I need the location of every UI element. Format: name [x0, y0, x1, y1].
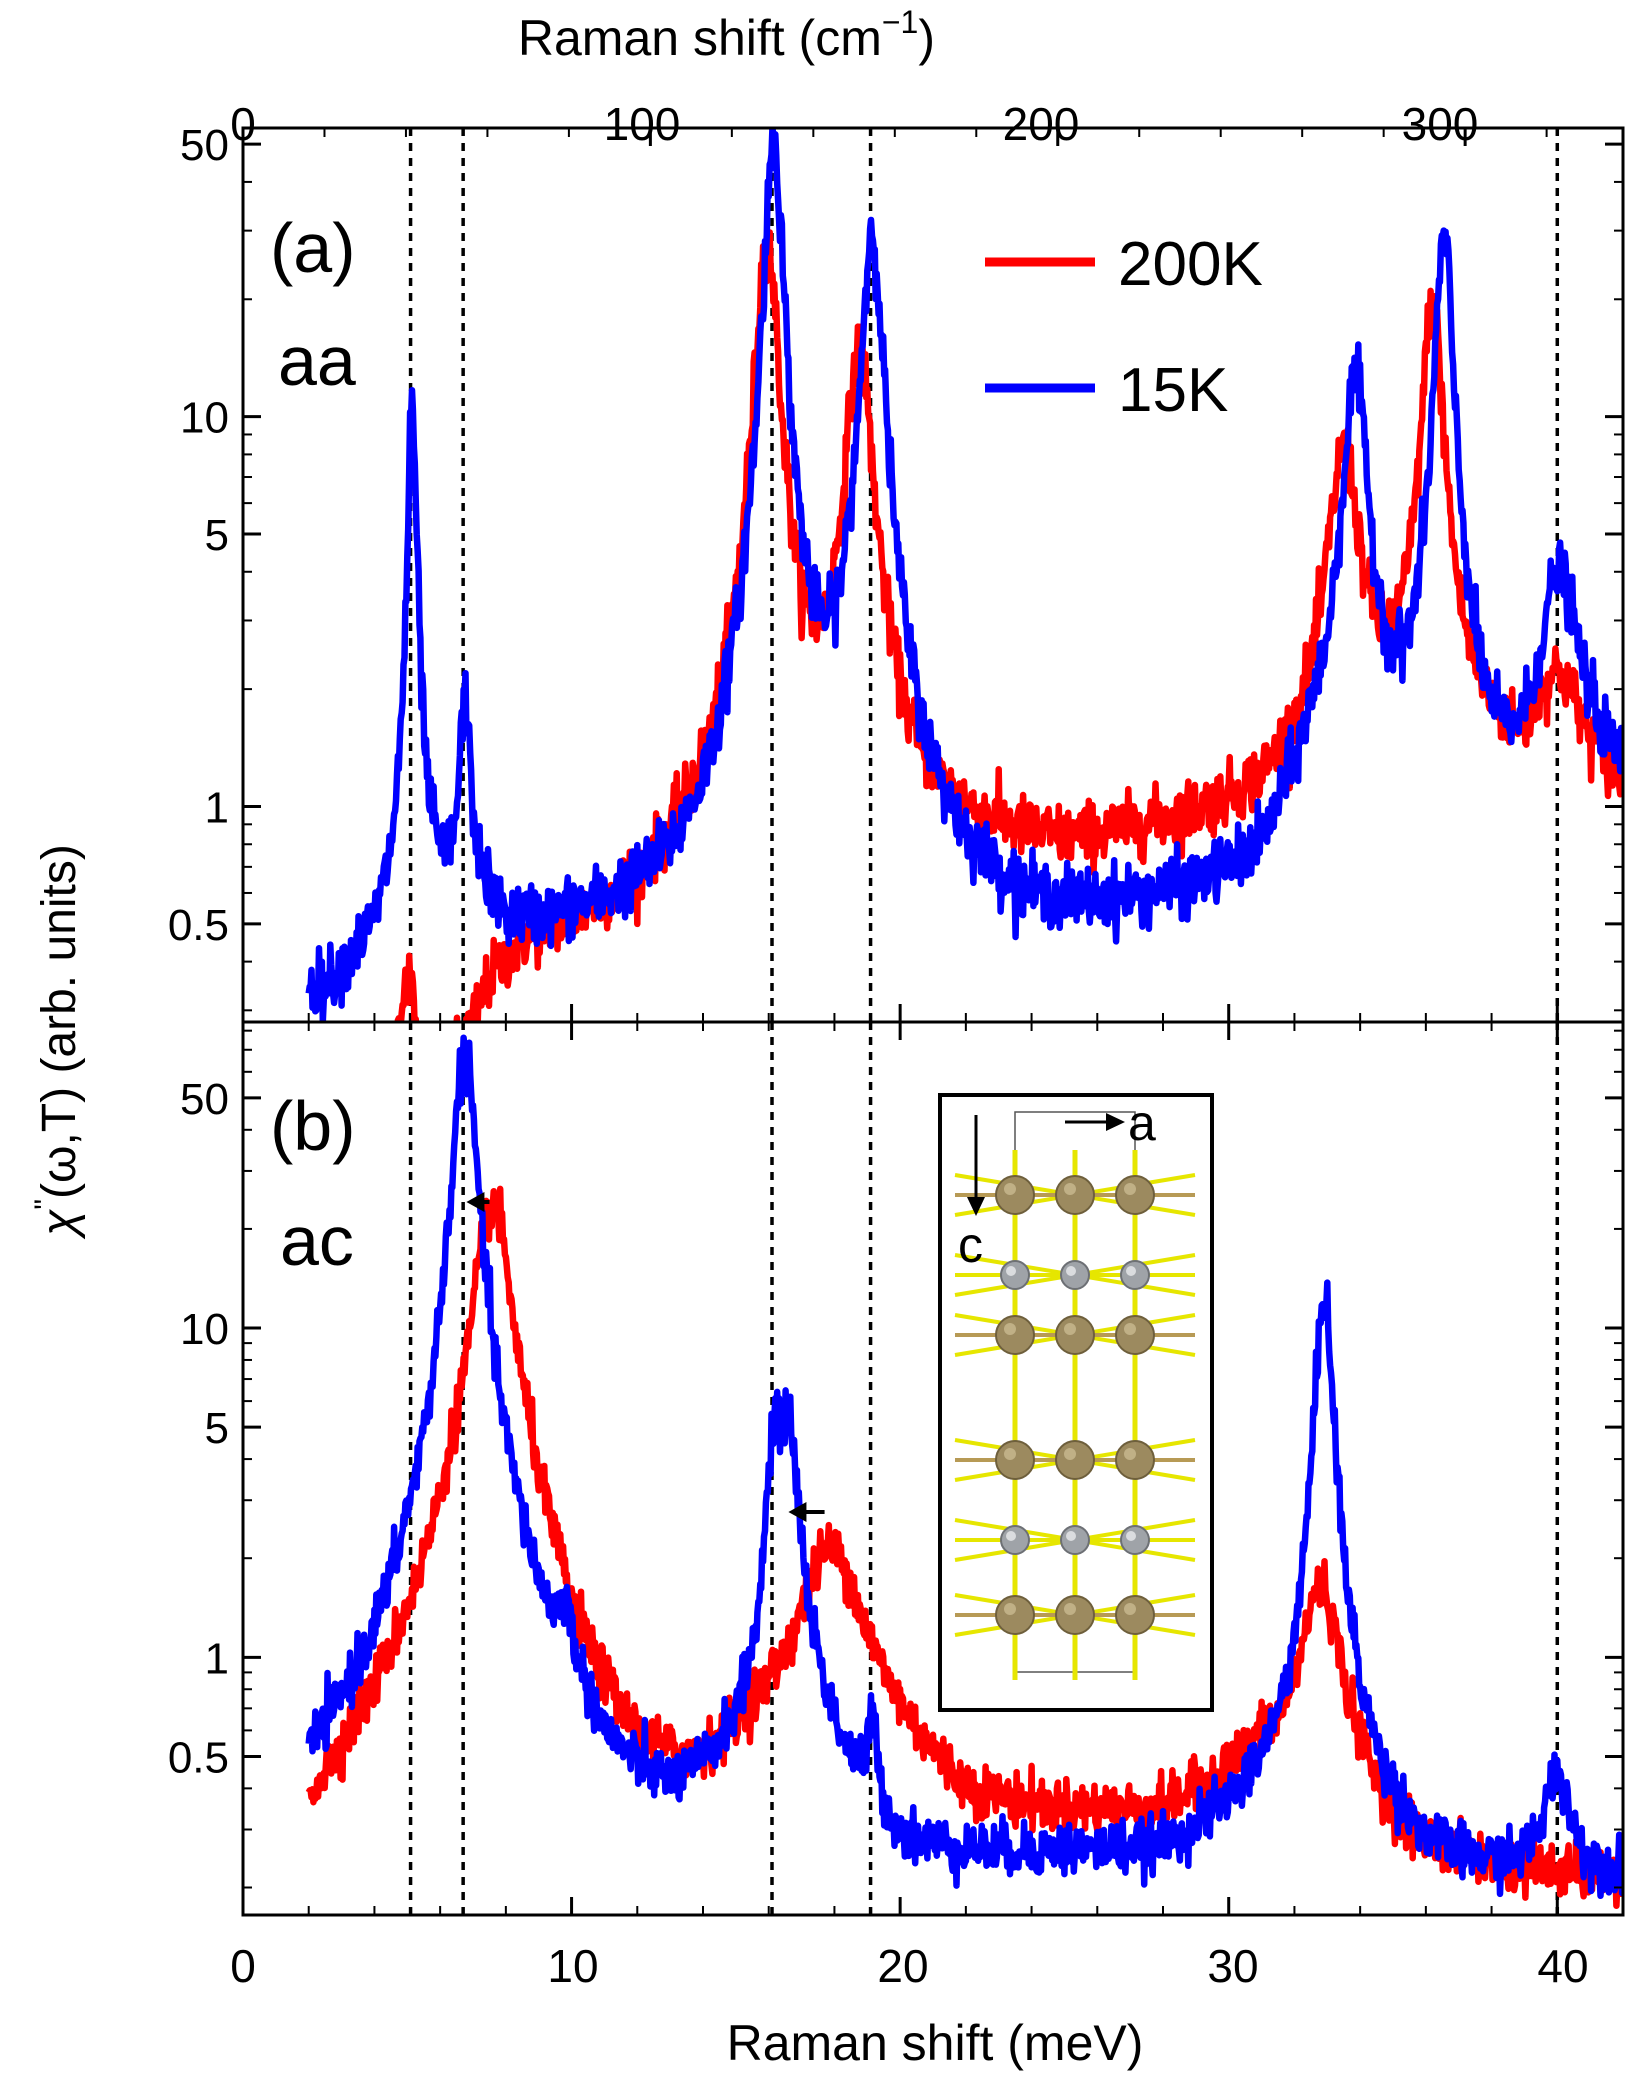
panel-b-polarization: ac	[280, 1202, 354, 1280]
ytick-label-0-4: 50	[180, 121, 229, 170]
panel-1-frame	[241, 1020, 1625, 1917]
axis-c-arrowhead	[967, 1197, 985, 1216]
inset-atom-large-3-1	[1055, 1440, 1095, 1480]
top-tick-labels: 0 100 200 300	[230, 98, 1478, 150]
inset-atom-large-3-2	[1115, 1440, 1155, 1480]
ytick-label-1-4: 50	[180, 1075, 229, 1124]
bottom-axis-label: Raman shift (meV)	[727, 2015, 1144, 2071]
panel-a: 0.5 1 5 10 50	[168, 121, 1625, 1024]
legend-label-200K: 200K	[1118, 230, 1263, 299]
inset-atom-small-hl-4-1	[1066, 1531, 1076, 1541]
ytick-label-0-0: 0.5	[168, 901, 229, 950]
ytick-label-1-3: 10	[180, 1305, 229, 1354]
inset-atom-large-0-1	[1055, 1175, 1095, 1215]
inset-atom-large-hl-3-0	[1004, 1448, 1016, 1460]
inset-atom-large-5-2	[1115, 1595, 1155, 1635]
legend-label-15K: 15K	[1118, 356, 1228, 425]
bottom-tick-20: 20	[877, 1940, 928, 1992]
crystal-structure-inset: a c	[938, 1093, 1214, 1712]
legend: 200K 15K	[985, 230, 1263, 425]
top-tick-100: 100	[604, 98, 681, 150]
inset-atom-small-1-0	[1000, 1260, 1030, 1290]
inset-atom-small-hl-1-2	[1126, 1266, 1136, 1276]
axis-a-arrowhead	[1106, 1113, 1125, 1131]
inset-atom-small-hl-4-0	[1006, 1531, 1016, 1541]
inset-atom-small-hl-1-0	[1006, 1266, 1016, 1276]
inset-atom-large-2-1	[1055, 1315, 1095, 1355]
bottom-tick-labels: 0 10 20 30 40	[230, 1940, 1588, 1992]
ytick-label-1-0: 0.5	[168, 1733, 229, 1782]
inset-atom-small-1-2	[1120, 1260, 1150, 1290]
shift-arrowhead-1	[788, 1502, 807, 1522]
ytick-label-0-1: 1	[205, 783, 229, 832]
inset-atom-large-2-0	[995, 1315, 1035, 1355]
bottom-tick-0: 0	[230, 1940, 256, 1992]
inset-atom-large-0-2	[1115, 1175, 1155, 1215]
shift-arrowhead-0	[466, 1192, 485, 1212]
series-line-0-200K	[394, 229, 1623, 1022]
ytick-label-1-1: 1	[205, 1634, 229, 1683]
panel-a-polarization: aa	[278, 322, 356, 400]
inset-atom-small-hl-1-1	[1066, 1266, 1076, 1276]
series-line-0-15K	[305, 128, 1623, 1022]
inset-atom-small-4-1	[1060, 1525, 1090, 1555]
ytick-label-1-2: 5	[205, 1404, 229, 1453]
top-tick-200: 200	[1003, 98, 1080, 150]
inset-atom-large-hl-5-0	[1004, 1603, 1016, 1615]
top-axis-label: Raman shift (cm−1)	[518, 4, 935, 66]
inset-atom-large-0-0	[995, 1175, 1035, 1215]
top-tick-300: 300	[1402, 98, 1479, 150]
inset-atom-large-5-1	[1055, 1595, 1095, 1635]
bottom-tick-10: 10	[547, 1940, 598, 1992]
inset-atom-large-2-2	[1115, 1315, 1155, 1355]
inset-atom-large-hl-5-2	[1124, 1603, 1136, 1615]
ytick-label-0-3: 10	[180, 394, 229, 443]
inset-atoms	[954, 1150, 1196, 1680]
bottom-tick-40: 40	[1537, 1940, 1588, 1992]
inset-atom-large-hl-2-0	[1004, 1323, 1016, 1335]
inset-atom-large-hl-0-2	[1124, 1183, 1136, 1195]
inset-atom-large-hl-0-0	[1004, 1183, 1016, 1195]
inset-atom-large-3-0	[995, 1440, 1035, 1480]
panel-1-series	[305, 1034, 1623, 1910]
inset-atom-large-hl-0-1	[1064, 1183, 1076, 1195]
axis-c-label: c	[958, 1217, 983, 1273]
panel-0-series	[305, 128, 1623, 1022]
inset-atom-small-1-1	[1060, 1260, 1090, 1290]
panel-b-label: (b)	[270, 1087, 356, 1165]
panel-a-label: (a)	[270, 209, 356, 287]
inset-atom-large-hl-3-2	[1124, 1448, 1136, 1460]
y-axis-label: χ"(ω,T) (arb. units)	[29, 844, 86, 1240]
inset-atom-small-hl-4-2	[1126, 1531, 1136, 1541]
inset-atom-large-hl-3-1	[1064, 1448, 1076, 1460]
inset-atom-large-hl-5-1	[1064, 1603, 1076, 1615]
inset-atom-large-hl-2-1	[1064, 1323, 1076, 1335]
inset-atom-small-4-2	[1120, 1525, 1150, 1555]
bottom-tick-30: 30	[1207, 1940, 1258, 1992]
series-line-1-15K	[305, 1034, 1623, 1900]
inset-atom-small-4-0	[1000, 1525, 1030, 1555]
axis-a-label: a	[1128, 1095, 1156, 1151]
inset-atom-large-hl-2-2	[1124, 1323, 1136, 1335]
inset-atom-large-5-0	[995, 1595, 1035, 1635]
ytick-label-0-2: 5	[205, 511, 229, 560]
panel-b: 0.5 1 5 10 50	[168, 1020, 1625, 1917]
